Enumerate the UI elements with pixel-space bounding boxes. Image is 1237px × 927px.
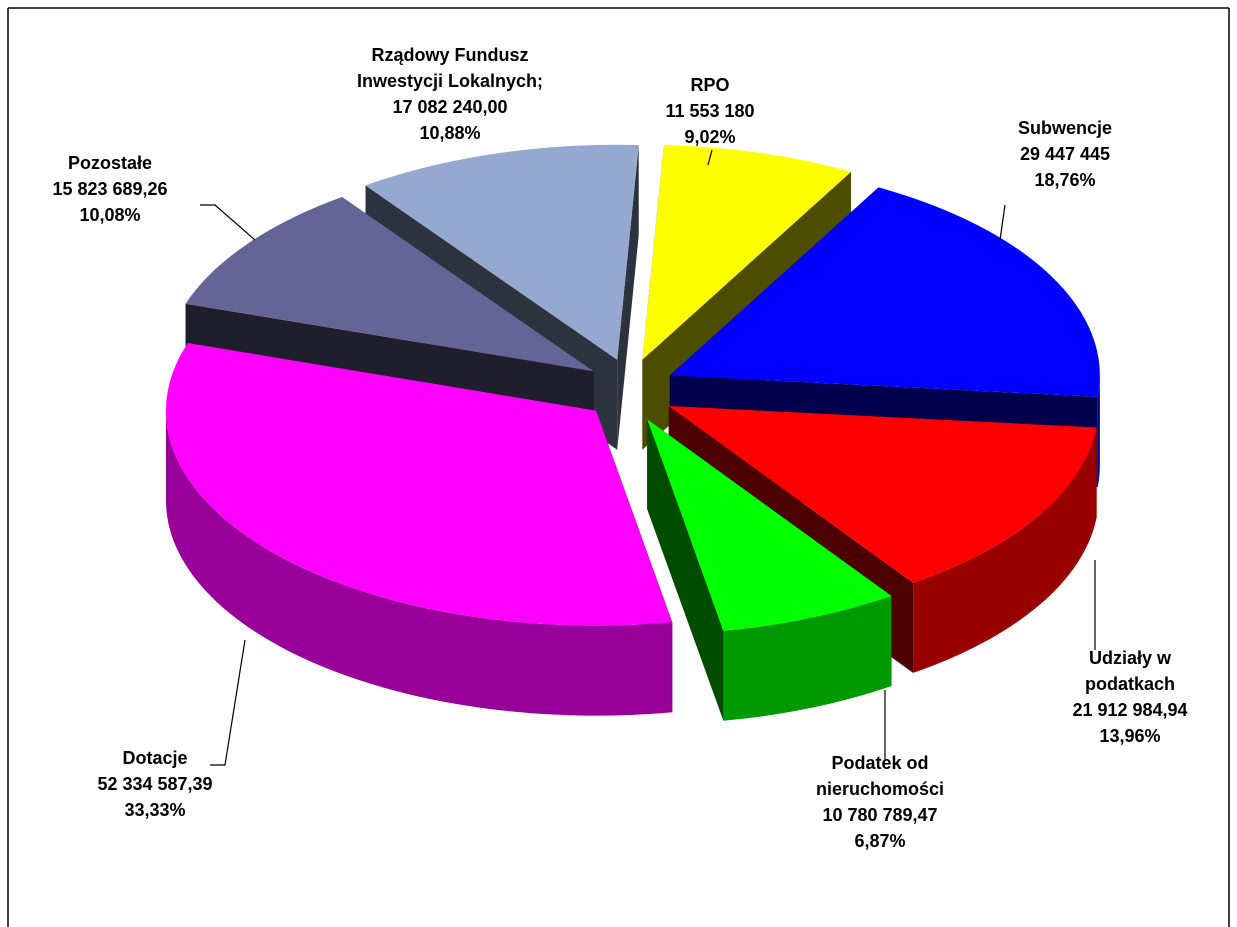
label-name: Dotacje [122,748,188,768]
label-percent: 6,87% [854,831,906,851]
slice-wall [1097,375,1100,487]
slice [642,144,852,360]
slice [166,343,673,626]
data-label: Udziały w podatkach 21 912 984,94 13,96% [1045,645,1215,749]
slice-wall [723,596,892,721]
slice-wall [913,427,1097,673]
slice-side [617,145,639,450]
leader-line [210,639,246,766]
slice [669,187,1100,397]
leader-line [707,149,713,166]
slice [365,144,639,360]
label-name: Rządowy Fundusz Inwestycji Lokalnych; [356,45,544,91]
label-value: 15 823 689,26 [52,179,168,199]
data-label: Pozostałe 15 823 689,26 10,08% [0,150,225,228]
slice [185,197,594,372]
slice-side [647,419,724,721]
label-percent: 10,88% [419,123,481,143]
leader-line [999,204,1006,241]
label-percent: 9,02% [684,127,736,147]
data-label: Rządowy Fundusz Inwestycji Lokalnych; 17 … [350,42,550,146]
data-label: Dotacje 52 334 587,39 33,33% [40,745,270,823]
label-value: 21 912 984,94 [1072,700,1188,720]
data-label: Podatek od nieruchomości 10 780 789,47 6,8… [795,750,965,854]
slice-wall [166,410,673,716]
leader-line [200,204,256,241]
slice [668,406,1097,583]
label-name: Udziały w podatkach [1084,648,1176,694]
label-percent: 33,33% [124,800,186,820]
label-percent: 13,96% [1099,726,1161,746]
slice [647,419,892,631]
label-value: 11 553 180 [665,101,755,121]
label-name: Podatek od nieruchomości [815,753,945,799]
label-percent: 10,08% [79,205,141,225]
label-value: 52 334 587,39 [97,774,213,794]
label-value: 29 447 445 [1019,144,1111,164]
label-value: 17 082 240,00 [392,97,508,117]
data-label: Subwencje 29 447 445 18,76% [950,115,1180,193]
label-percent: 18,76% [1034,170,1096,190]
label-name: Pozostałe [67,153,153,173]
label-value: 10 780 789,47 [822,805,938,825]
label-name: RPO [690,75,730,95]
label-name: Subwencje [1017,118,1113,138]
data-label: RPO 11 553 180 9,02% [595,72,825,150]
